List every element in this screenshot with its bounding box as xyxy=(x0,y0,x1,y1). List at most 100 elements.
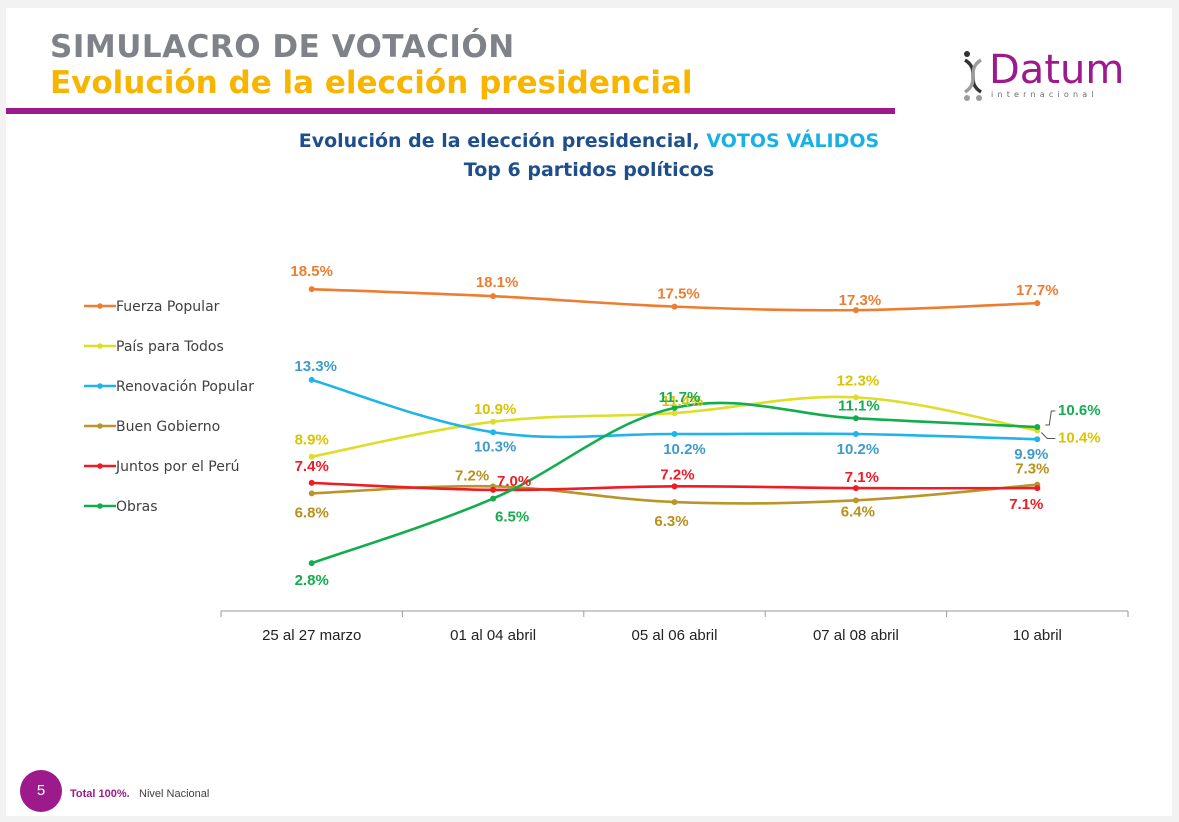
data-point-buen-gobierno xyxy=(671,499,678,506)
data-label-fuerza-popular: 18.5% xyxy=(290,263,333,280)
data-label-pais-para-todos: 10.4% xyxy=(1058,430,1101,447)
data-point-pais-para-todos xyxy=(852,394,859,401)
legend-label: País para Todos xyxy=(116,339,224,355)
data-label-pais-para-todos: 10.9% xyxy=(474,401,517,418)
data-point-juntos-por-el-peru xyxy=(308,479,315,486)
data-label-juntos-por-el-peru: 7.4% xyxy=(295,458,329,475)
data-point-juntos-por-el-peru xyxy=(490,486,497,493)
data-label-juntos-por-el-peru: 7.0% xyxy=(497,473,531,490)
data-label-buen-gobierno: 6.8% xyxy=(295,504,329,521)
page-subtitle: Evolución de la elección presidencial xyxy=(50,65,693,101)
data-label-renovacion-popular: 13.3% xyxy=(294,358,337,375)
data-label-obras: 11.1% xyxy=(838,397,880,414)
data-label-juntos-por-el-peru: 7.1% xyxy=(1009,496,1043,513)
data-point-buen-gobierno xyxy=(852,497,859,504)
legend-item-obras: Obras xyxy=(84,499,158,515)
data-label-pais-para-todos: 8.9% xyxy=(295,432,329,449)
data-point-obras xyxy=(671,404,678,411)
slide: SIMULACRO DE VOTACIÓN Evolución de la el… xyxy=(6,8,1172,816)
header-divider xyxy=(6,108,895,114)
page-title: SIMULACRO DE VOTACIÓN xyxy=(50,29,515,65)
series-points xyxy=(308,286,1041,567)
data-point-obras xyxy=(1034,424,1041,431)
data-label-pais-para-todos: 11.4% xyxy=(662,393,704,410)
data-label-renovacion-popular: 10.2% xyxy=(663,441,706,458)
legend-label: Renovación Popular xyxy=(116,379,254,395)
data-point-juntos-por-el-peru xyxy=(852,485,859,492)
data-label-buen-gobierno: 7.3% xyxy=(1015,461,1049,478)
data-label-buen-gobierno: 7.2% xyxy=(455,467,489,484)
data-label-obras: 2.8% xyxy=(295,572,329,589)
legend-label: Buen Gobierno xyxy=(116,419,220,435)
legend-item-renovacion-popular: Renovación Popular xyxy=(84,379,254,395)
data-point-fuerza-popular xyxy=(671,303,678,310)
x-tick-label: 07 al 08 abril xyxy=(813,627,899,644)
data-point-fuerza-popular xyxy=(852,307,859,314)
legend-item-fuerza-popular: Fuerza Popular xyxy=(84,299,220,315)
data-label-juntos-por-el-peru: 7.1% xyxy=(845,469,879,486)
data-label-fuerza-popular: 17.7% xyxy=(1016,282,1059,299)
data-point-renovacion-popular xyxy=(308,376,315,383)
leader-line xyxy=(1040,432,1056,440)
data-labels: 18.5%18.1%17.5% 17.3%17.7%8.9%10.9% 11.4%1… xyxy=(290,263,1100,589)
x-tick-label: 10 abril xyxy=(1013,627,1062,644)
data-label-fuerza-popular: 17.5% xyxy=(657,286,700,303)
data-point-renovacion-popular xyxy=(1034,436,1041,443)
legend-label: Fuerza Popular xyxy=(116,299,220,315)
data-point-obras xyxy=(490,495,497,502)
data-point-obras xyxy=(852,415,859,422)
data-label-renovacion-popular: 9.9% xyxy=(1014,446,1048,463)
legend-label: Juntos por el Perú xyxy=(115,459,239,475)
data-label-obras: 11.7% xyxy=(659,389,701,406)
footnote-scope: Nivel Nacional xyxy=(139,788,210,800)
datum-logo: Datum internacional xyxy=(961,46,1151,110)
data-label-juntos-por-el-peru: 7.2% xyxy=(660,466,694,483)
data-point-fuerza-popular xyxy=(308,286,315,293)
legend-item-juntos-por-el-peru: Juntos por el Perú xyxy=(84,459,239,475)
chart-title-main: Evolución de la elección presidencial, xyxy=(298,130,700,152)
data-point-pais-para-todos xyxy=(308,453,315,460)
data-label-buen-gobierno: 6.4% xyxy=(841,503,875,520)
chart-legend: Fuerza Popular País para Todos Renovación … xyxy=(84,299,254,515)
data-label-renovacion-popular: 10.2% xyxy=(837,441,880,458)
data-label-buen-gobierno: 6.3% xyxy=(654,513,688,530)
legend-marker xyxy=(97,423,103,429)
legend-marker xyxy=(97,343,103,349)
legend-marker xyxy=(97,503,103,509)
footnote-total: Total 100%. xyxy=(70,788,130,800)
data-label-fuerza-popular: 18.1% xyxy=(476,274,519,291)
data-point-renovacion-popular xyxy=(490,429,497,436)
logo-wordmark: Datum xyxy=(989,47,1125,93)
data-point-fuerza-popular xyxy=(1034,300,1041,307)
data-label-renovacion-popular: 10.3% xyxy=(474,438,517,455)
data-point-renovacion-popular xyxy=(852,431,859,438)
data-point-pais-para-todos xyxy=(490,418,497,425)
dna-logo-icon xyxy=(963,51,983,101)
legend-marker xyxy=(97,463,103,469)
x-tick-label: 25 al 27 marzo xyxy=(262,627,361,644)
leader-line xyxy=(1045,410,1056,426)
page-number-badge: 5 xyxy=(20,770,62,812)
data-label-obras: 6.5% xyxy=(495,509,529,526)
x-tick-label: 01 al 04 abril xyxy=(450,627,536,644)
data-point-fuerza-popular xyxy=(490,293,497,300)
legend-marker xyxy=(97,303,103,309)
x-axis: 25 al 27 marzo 01 al 04 abril 05 al 06 abr… xyxy=(220,610,1129,644)
chart-title-highlight: VOTOS VÁLIDOS xyxy=(706,130,880,152)
logo-subtext: internacional xyxy=(991,90,1098,99)
data-point-pais-para-todos xyxy=(671,410,678,417)
legend-label: Obras xyxy=(116,499,158,515)
data-label-fuerza-popular: 17.3% xyxy=(839,292,882,309)
data-point-juntos-por-el-peru xyxy=(671,483,678,490)
data-point-renovacion-popular xyxy=(671,431,678,438)
legend-item-buen-gobierno: Buen Gobierno xyxy=(84,419,220,435)
legend-marker xyxy=(97,383,103,389)
line-chart: Fuerza Popular País para Todos Renovación … xyxy=(84,263,1129,644)
data-label-obras: 10.6% xyxy=(1058,402,1101,419)
chart-title: Evolución de la elección presidencial, V… xyxy=(6,130,1172,152)
chart-subtitle: Top 6 partidos políticos xyxy=(463,159,715,181)
x-tick-label: 05 al 06 abril xyxy=(632,627,718,644)
data-point-juntos-por-el-peru xyxy=(1034,485,1041,492)
data-label-pais-para-todos: 12.3% xyxy=(837,372,880,389)
legend-item-pais-para-todos: País para Todos xyxy=(84,339,224,355)
